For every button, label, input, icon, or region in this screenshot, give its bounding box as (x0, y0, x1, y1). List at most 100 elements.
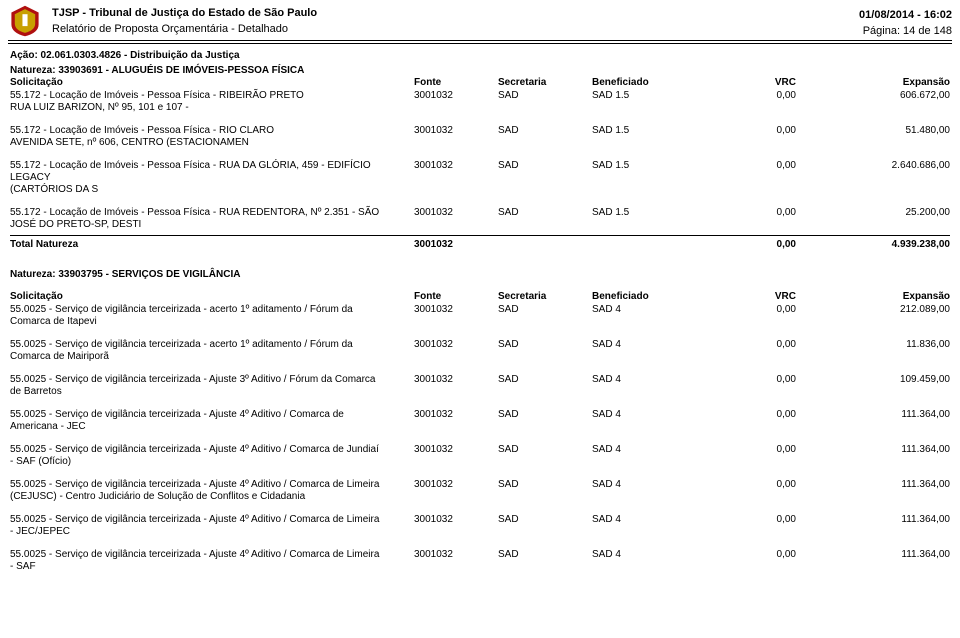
cell-ben: SAD 1.5 (592, 125, 722, 136)
col-expansao: Expansão (820, 77, 950, 88)
cell-fonte: 3001032 (414, 160, 494, 171)
nature1-total: Total Natureza 3001032 0,00 4.939.238,00 (10, 238, 950, 251)
col-beneficiado: Beneficiado (592, 291, 722, 302)
cell-sub: Americana - JEC (10, 421, 410, 432)
cell-fonte: 3001032 (414, 339, 494, 350)
cell-vrc: 0,00 (726, 125, 816, 136)
cell-fonte: 3001032 (414, 374, 494, 385)
table-row: 55.0025 - Serviço de vigilância terceiri… (10, 478, 950, 491)
total-rule (10, 235, 950, 236)
org-name: TJSP - Tribunal de Justiça do Estado de … (52, 7, 859, 19)
table-row-sub: LEGACY (10, 171, 950, 184)
col-secretaria: Secretaria (498, 291, 588, 302)
cell-exp: 111.364,00 (820, 444, 950, 455)
cell-sub: LEGACY (10, 172, 410, 183)
cell-vrc: 0,00 (726, 409, 816, 420)
nature2-title: Natureza: 33903795 - SERVIÇOS DE VIGILÂN… (10, 269, 950, 280)
cell-desc: 55.172 - Locação de Imóveis - Pessoa Fís… (10, 207, 410, 218)
table-row: 55.172 - Locação de Imóveis - Pessoa Fís… (10, 124, 950, 137)
table-row: 55.0025 - Serviço de vigilância terceiri… (10, 443, 950, 456)
cell-sec: SAD (498, 444, 588, 455)
cell-sub: JOSÉ DO PRETO-SP, DESTI (10, 219, 410, 230)
cell-desc: 55.0025 - Serviço de vigilância terceiri… (10, 444, 410, 455)
cell-sub: - JEC/JEPEC (10, 526, 410, 537)
cell-vrc: 0,00 (726, 374, 816, 385)
cell-ben: SAD 4 (592, 444, 722, 455)
cell-sub: AVENIDA SETE, nº 606, CENTRO (ESTACIONAM… (10, 137, 410, 148)
cell-sub: RUA LUIZ BARIZON, Nº 95, 101 e 107 - (10, 102, 410, 113)
table-row-sub: AVENIDA SETE, nº 606, CENTRO (ESTACIONAM… (10, 136, 950, 149)
cell-sec: SAD (498, 374, 588, 385)
cell-sec: SAD (498, 514, 588, 525)
col-beneficiado: Beneficiado (592, 77, 722, 88)
table-row: 55.0025 - Serviço de vigilância terceiri… (10, 338, 950, 351)
cell-sub2: (CARTÓRIOS DA S (10, 184, 410, 195)
cell-desc: 55.0025 - Serviço de vigilância terceiri… (10, 374, 410, 385)
cell-vrc: 0,00 (726, 339, 816, 350)
report-datetime: 01/08/2014 - 16:02 (859, 9, 952, 21)
table-row-sub: Comarca de Itapevi (10, 315, 950, 328)
table-row-sub: Comarca de Mairiporã (10, 350, 950, 363)
cell-ben: SAD 1.5 (592, 160, 722, 171)
col-vrc: VRC (726, 291, 816, 302)
cell-sec: SAD (498, 549, 588, 560)
nature1-title: Natureza: 33903691 - ALUGUÉIS DE IMÓVEIS… (10, 65, 950, 76)
cell-sub: (CEJUSC) - Centro Judiciário de Solução … (10, 491, 410, 502)
cell-ben: SAD 4 (592, 339, 722, 350)
cell-desc: 55.0025 - Serviço de vigilância terceiri… (10, 339, 410, 350)
nature2-columns: Solicitação Fonte Secretaria Beneficiado… (10, 290, 950, 303)
cell-ben: SAD 4 (592, 304, 722, 315)
table-row-sub: (CEJUSC) - Centro Judiciário de Solução … (10, 490, 950, 503)
cell-desc: 55.0025 - Serviço de vigilância terceiri… (10, 479, 410, 490)
table-row: 55.0025 - Serviço de vigilância terceiri… (10, 303, 950, 316)
cell-fonte: 3001032 (414, 125, 494, 136)
cell-sec: SAD (498, 304, 588, 315)
cell-sub: - SAF (10, 561, 410, 572)
table-row-sub: (CARTÓRIOS DA S (10, 183, 950, 196)
cell-fonte: 3001032 (414, 549, 494, 560)
cell-ben: SAD 1.5 (592, 90, 722, 101)
header-right: 01/08/2014 - 16:02 Página: 14 de 148 (859, 5, 952, 37)
cell-sec: SAD (498, 409, 588, 420)
cell-sec: SAD (498, 90, 588, 101)
col-fonte: Fonte (414, 77, 494, 88)
cell-desc: 55.0025 - Serviço de vigilância terceiri… (10, 304, 410, 315)
cell-fonte: 3001032 (414, 479, 494, 490)
nature1-columns: Solicitação Fonte Secretaria Beneficiado… (10, 76, 950, 89)
report-body: Ação: 02.061.0303.4826 - Distribuição da… (0, 44, 960, 583)
cell-vrc: 0,00 (726, 90, 816, 101)
cell-exp: 212.089,00 (820, 304, 950, 315)
table-row-sub: - SAF (Ofício) (10, 455, 950, 468)
header-rule-1 (8, 40, 952, 41)
cell-desc: 55.0025 - Serviço de vigilância terceiri… (10, 514, 410, 525)
cell-exp: 606.672,00 (820, 90, 950, 101)
cell-desc: 55.172 - Locação de Imóveis - Pessoa Fís… (10, 125, 410, 136)
table-row-sub: - JEC/JEPEC (10, 525, 950, 538)
cell-fonte: 3001032 (414, 514, 494, 525)
col-fonte: Fonte (414, 291, 494, 302)
cell-ben: SAD 4 (592, 409, 722, 420)
cell-vrc: 0,00 (726, 444, 816, 455)
cell-sec: SAD (498, 339, 588, 350)
header-text: TJSP - Tribunal de Justiça do Estado de … (52, 7, 859, 35)
cell-vrc: 0,00 (726, 207, 816, 218)
col-vrc: VRC (726, 77, 816, 88)
table-row: 55.172 - Locação de Imóveis - Pessoa Fís… (10, 206, 950, 219)
col-secretaria: Secretaria (498, 77, 588, 88)
cell-sub: - SAF (Ofício) (10, 456, 410, 467)
table-row-sub: - SAF (10, 560, 950, 573)
cell-ben: SAD 4 (592, 374, 722, 385)
cell-exp: 11.836,00 (820, 339, 950, 350)
col-solicitacao: Solicitação (10, 77, 410, 88)
total-label: Total Natureza (10, 239, 410, 250)
cell-desc: 55.172 - Locação de Imóveis - Pessoa Fís… (10, 90, 410, 101)
total-exp: 4.939.238,00 (820, 239, 950, 250)
cell-fonte: 3001032 (414, 304, 494, 315)
cell-ben: SAD 4 (592, 549, 722, 560)
cell-desc: 55.172 - Locação de Imóveis - Pessoa Fís… (10, 160, 410, 171)
cell-vrc: 0,00 (726, 304, 816, 315)
cell-exp: 111.364,00 (820, 549, 950, 560)
action-line: Ação: 02.061.0303.4826 - Distribuição da… (10, 50, 950, 61)
report-title: Relatório de Proposta Orçamentária - Det… (52, 23, 859, 35)
cell-vrc: 0,00 (726, 160, 816, 171)
